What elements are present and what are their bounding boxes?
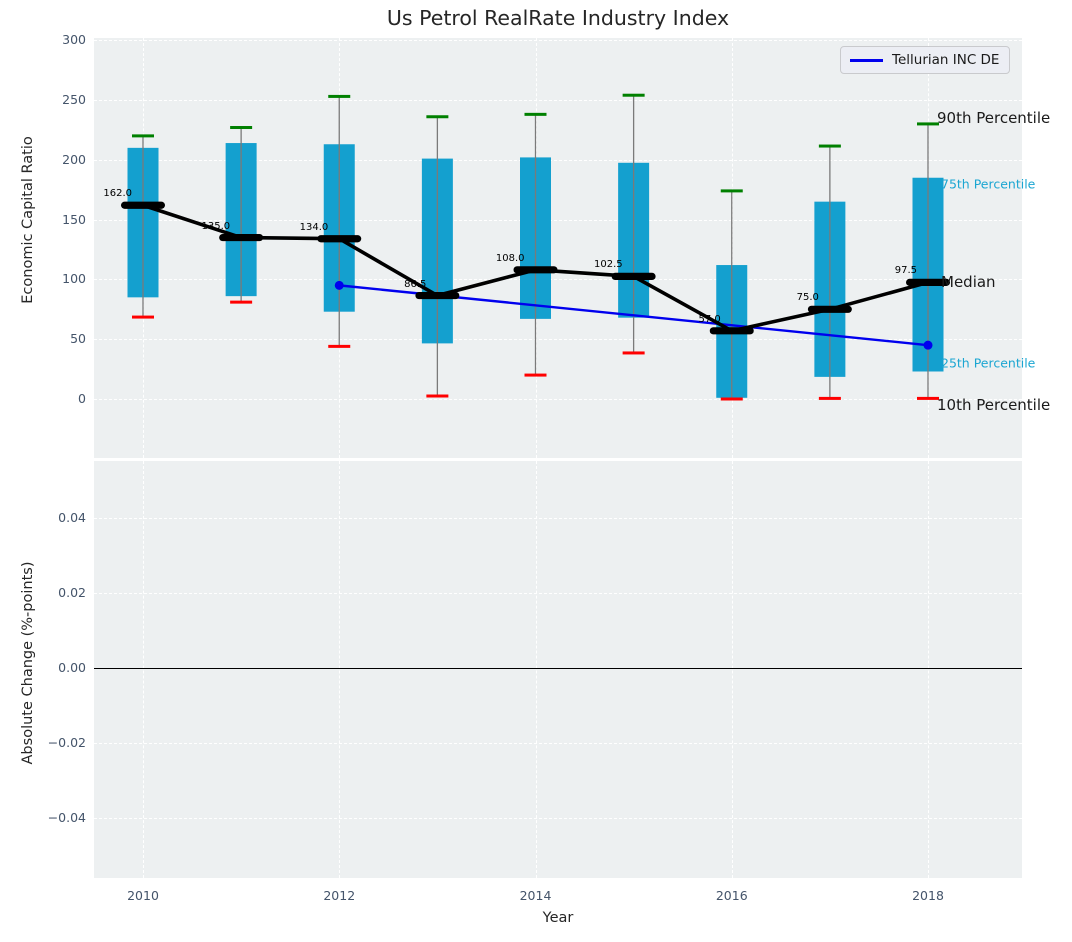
gridline-h — [94, 743, 1022, 744]
top-axes: 162.0 135.0 134.0 86.5 108.0 102.5 57.0 75.0 97.… — [94, 38, 1022, 458]
tellurian-marker — [335, 281, 344, 290]
bottom-axes — [94, 461, 1022, 878]
gridline-h — [94, 818, 1022, 819]
median-label-2015: 102.5 — [594, 259, 623, 270]
y-tick-label: 300 — [0, 32, 86, 47]
median-segment-2011 — [219, 234, 263, 241]
gridline-v — [536, 461, 537, 878]
zero-line — [94, 668, 1022, 669]
y-tick-label: 100 — [0, 271, 86, 286]
annotation-median: Median — [941, 273, 996, 291]
legend-label: Tellurian INC DE — [892, 52, 999, 68]
y-tick-label: 150 — [0, 212, 86, 227]
y-tick-label: −0.04 — [0, 810, 86, 825]
x-tick-label: 2014 — [506, 888, 566, 903]
cap-90th-2017 — [819, 145, 841, 148]
cap-10th-2013 — [426, 395, 448, 398]
median-segment-2010 — [121, 202, 165, 209]
median-segment-2012 — [317, 235, 361, 242]
legend-line-swatch — [850, 59, 883, 62]
cap-90th-2016 — [721, 189, 743, 192]
gridline-h — [94, 593, 1022, 594]
median-segment-2014 — [514, 266, 558, 273]
cap-10th-2010 — [132, 316, 154, 319]
median-segment-2015 — [612, 273, 656, 280]
boxplot-canvas — [94, 38, 1022, 458]
median-segment-2017 — [808, 306, 852, 313]
annotation-25th-percentile: 25th Percentile — [941, 356, 1035, 371]
median-segment-2013 — [415, 292, 459, 299]
cap-10th-2015 — [623, 351, 645, 354]
y-tick-label: 0 — [0, 391, 86, 406]
median-label-2010: 162.0 — [103, 188, 132, 199]
x-tick-label: 2010 — [113, 888, 173, 903]
cap-10th-2017 — [819, 397, 841, 400]
annotation-75th-percentile: 75th Percentile — [941, 176, 1035, 191]
cap-90th-2018 — [917, 122, 939, 125]
y-tick-label: 0.04 — [0, 510, 86, 525]
gridline-v — [928, 461, 929, 878]
y-tick-label: 250 — [0, 92, 86, 107]
y-tick-label: 50 — [0, 331, 86, 346]
legend: Tellurian INC DE — [840, 46, 1010, 74]
annotation-90th-percentile: 90th Percentile — [937, 109, 1050, 127]
figure: Us Petrol RealRate Industry Index 162.01… — [0, 0, 1072, 942]
cap-90th-2015 — [623, 94, 645, 97]
median-label-2016: 57.0 — [698, 314, 720, 325]
gridline-v — [732, 461, 733, 878]
cap-90th-2014 — [525, 113, 547, 116]
tellurian-marker — [924, 341, 933, 350]
median-label-2017: 75.0 — [797, 292, 819, 303]
cap-90th-2011 — [230, 126, 252, 129]
cap-10th-2014 — [525, 374, 547, 377]
y-tick-label: −0.02 — [0, 735, 86, 750]
y-tick-label: 0.00 — [0, 660, 86, 675]
median-label-2014: 108.0 — [496, 253, 525, 264]
cap-10th-2018 — [917, 397, 939, 400]
cap-90th-2010 — [132, 134, 154, 137]
median-label-2018: 97.5 — [895, 265, 917, 276]
gridline-v — [339, 461, 340, 878]
median-label-2012: 134.0 — [300, 222, 329, 233]
chart-title: Us Petrol RealRate Industry Index — [94, 6, 1022, 30]
gridline-v — [143, 461, 144, 878]
median-label-2013: 86.5 — [404, 279, 426, 290]
y-tick-label: 0.02 — [0, 585, 86, 600]
median-label-2011: 135.0 — [201, 221, 230, 232]
x-tick-label: 2012 — [309, 888, 369, 903]
x-tick-label: 2016 — [702, 888, 762, 903]
cap-10th-2011 — [230, 301, 252, 304]
cap-90th-2012 — [328, 95, 350, 98]
gridline-h — [94, 518, 1022, 519]
x-axis-label: Year — [543, 910, 574, 926]
cap-10th-2016 — [721, 398, 743, 401]
cap-10th-2012 — [328, 345, 350, 348]
cap-90th-2013 — [426, 115, 448, 118]
median-segment-2016 — [710, 327, 754, 334]
x-tick-label: 2018 — [898, 888, 958, 903]
y-tick-label: 200 — [0, 152, 86, 167]
annotation-10th-percentile: 10th Percentile — [937, 396, 1050, 414]
